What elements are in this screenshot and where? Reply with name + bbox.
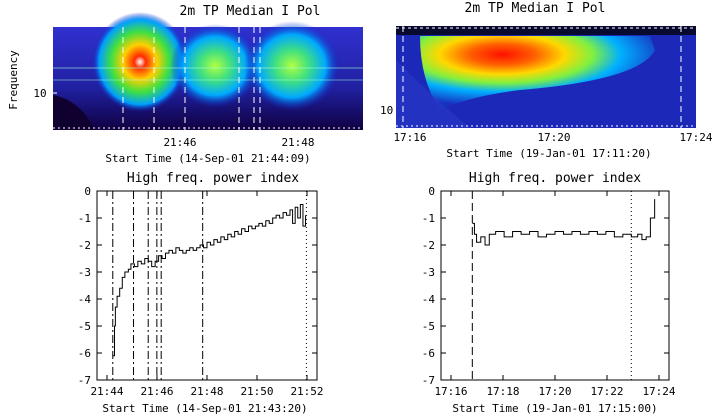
ytick-label: -7	[78, 374, 91, 387]
chart-title: High freq. power index	[469, 171, 641, 186]
series	[112, 204, 307, 357]
chart-xlabel: Start Time (19-Jan-01 17:15:00)	[452, 402, 657, 415]
power-index-line	[112, 204, 307, 357]
xtick-label: 17:24	[642, 385, 675, 398]
xtick-label: 21:44	[90, 385, 123, 398]
ytick-label: -2	[422, 239, 435, 252]
series	[472, 199, 656, 246]
ytick-label: -5	[422, 320, 435, 333]
ytick-label: 10	[380, 104, 393, 117]
x-axis: 17:16 17:18 17:20 17:22 17:24	[434, 191, 676, 398]
power-index-line	[472, 199, 656, 246]
ytick-label: 10	[33, 87, 46, 100]
ytick-label: 0	[84, 185, 91, 198]
ytick-label: -5	[78, 320, 91, 333]
xtick-label: 21:48	[281, 136, 314, 149]
y-axis: 0 -1 -2 -3 -4 -5 -6 -7	[78, 185, 317, 387]
spectrogram-right-title: 2m TP Median I Pol	[465, 1, 606, 16]
burst-blob	[244, 21, 340, 111]
burst-region	[420, 36, 655, 110]
xtick-label: 17:20	[537, 131, 570, 144]
ytick-label: -1	[422, 212, 435, 225]
spectrogram-left-title: 2m TP Median I Pol	[180, 4, 321, 19]
ytick-label: -3	[78, 266, 91, 279]
xtick-label: 17:16	[393, 131, 426, 144]
xtick-label: 17:22	[590, 385, 623, 398]
lower-band	[396, 60, 470, 128]
power-index-chart-left: High freq. power index 0 -1 -2 -3 -4 -5 -6 -7 2…	[78, 171, 324, 415]
top-band	[396, 26, 696, 35]
xtick-label: 17:24	[679, 131, 712, 144]
spectrogram-left: 2m TP Median I Pol Frequency 10 21:46 21…	[7, 4, 363, 165]
xtick-label: 21:46	[163, 136, 196, 149]
ytick-label: 0	[428, 185, 435, 198]
event-markers	[112, 191, 307, 380]
spectrogram-right: 2m TP Median I Pol 10 17:16 17:20 17:24 …	[380, 1, 713, 160]
burst-blob	[170, 24, 260, 108]
xtick-label: 21:52	[290, 385, 323, 398]
y-axis: 0 -1 -2 -3 -4 -5 -6 -7	[422, 185, 669, 387]
ytick-label: -3	[422, 266, 435, 279]
xtick-label: 17:16	[434, 385, 467, 398]
ytick-label: -7	[422, 374, 435, 387]
ytick-label: -4	[78, 293, 92, 306]
xtick-label: 17:18	[486, 385, 519, 398]
ytick-label: -4	[422, 293, 436, 306]
ytick-label: -6	[78, 347, 91, 360]
xtick-label: 21:50	[240, 385, 273, 398]
power-index-chart-right: High freq. power index 0 -1 -2 -3 -4 -5 -6 -7 1…	[422, 171, 676, 415]
ytick-label: -6	[422, 347, 435, 360]
burst-blob	[92, 12, 188, 112]
chart-xlabel: Start Time (14-Sep-01 21:43:20)	[102, 402, 307, 415]
event-markers	[471, 191, 632, 380]
xtick-label: 21:46	[140, 385, 173, 398]
ytick-label: -2	[78, 239, 91, 252]
xlabel: Start Time (19-Jan-01 17:11:20)	[446, 147, 651, 160]
xlabel: Start Time (14-Sep-01 21:44:09)	[105, 152, 310, 165]
dark-corner	[53, 95, 95, 130]
x-axis: 21:44 21:46 21:48 21:50 21:52	[90, 191, 324, 398]
chart-title: High freq. power index	[127, 171, 299, 186]
xtick-label: 17:20	[538, 385, 571, 398]
ylabel: Frequency	[7, 50, 20, 110]
plot-frame	[96, 190, 318, 381]
xtick-label: 21:48	[190, 385, 223, 398]
ytick-label: -1	[78, 212, 91, 225]
plot-frame	[440, 190, 670, 381]
